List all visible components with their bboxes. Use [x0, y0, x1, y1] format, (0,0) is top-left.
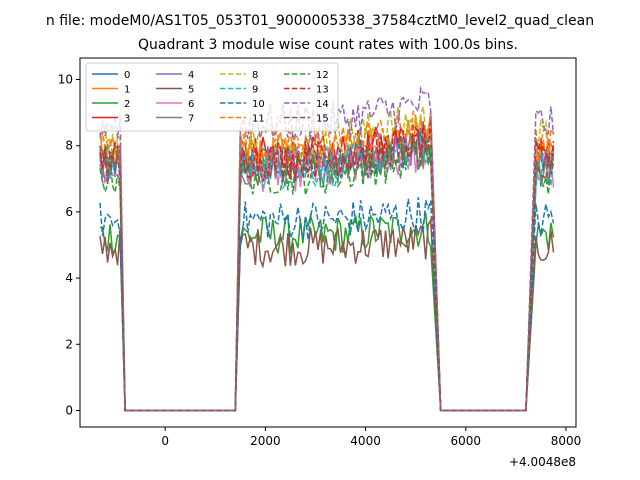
legend-box [85, 62, 339, 132]
x-tick-label: 0 [161, 434, 169, 448]
x-tick-label: 6000 [451, 434, 482, 448]
legend-label: 14 [316, 99, 329, 110]
legend-label: 6 [188, 99, 194, 110]
legend-label: 2 [124, 99, 130, 110]
series-line-14 [99, 85, 555, 412]
legend-label: 1 [124, 85, 130, 96]
series-line-1 [99, 113, 555, 412]
legend-label: 11 [252, 114, 265, 125]
figure-suptitle: n file: modeM0/AS1T05_053T01_9000005338_… [46, 13, 594, 29]
x-tick-label: 2000 [250, 434, 281, 448]
x-tick-label: 4000 [350, 434, 381, 448]
y-tick-label: 4 [65, 271, 73, 285]
chart-title: Quadrant 3 module wise count rates with … [138, 37, 518, 53]
x-tick-label: 8000 [551, 434, 582, 448]
legend-label: 4 [188, 70, 194, 81]
legend-label: 9 [252, 85, 258, 96]
legend-label: 8 [252, 70, 258, 81]
y-tick-label: 8 [65, 139, 73, 153]
legend-label: 0 [124, 70, 130, 81]
series-line-8 [99, 106, 554, 412]
series-lines [99, 85, 555, 412]
series-line-5 [99, 217, 555, 412]
legend-label: 13 [316, 85, 329, 96]
plot-frame [79, 57, 577, 428]
y-tick-label: 10 [58, 73, 73, 87]
legend-label: 10 [252, 99, 265, 110]
series-line-6 [99, 132, 555, 412]
y-tick-label: 6 [65, 205, 73, 219]
y-tick-label: 2 [65, 337, 73, 351]
x-offset-text: +4.0048e8 [509, 455, 576, 469]
series-line-12 [99, 137, 554, 412]
legend-label: 7 [188, 114, 194, 125]
series-line-9 [99, 130, 555, 412]
legend-label: 15 [316, 114, 329, 125]
legend-label: 5 [188, 85, 194, 96]
legend-label: 3 [124, 114, 130, 125]
legend-label: 12 [316, 70, 329, 81]
y-tick-label: 0 [65, 403, 73, 417]
